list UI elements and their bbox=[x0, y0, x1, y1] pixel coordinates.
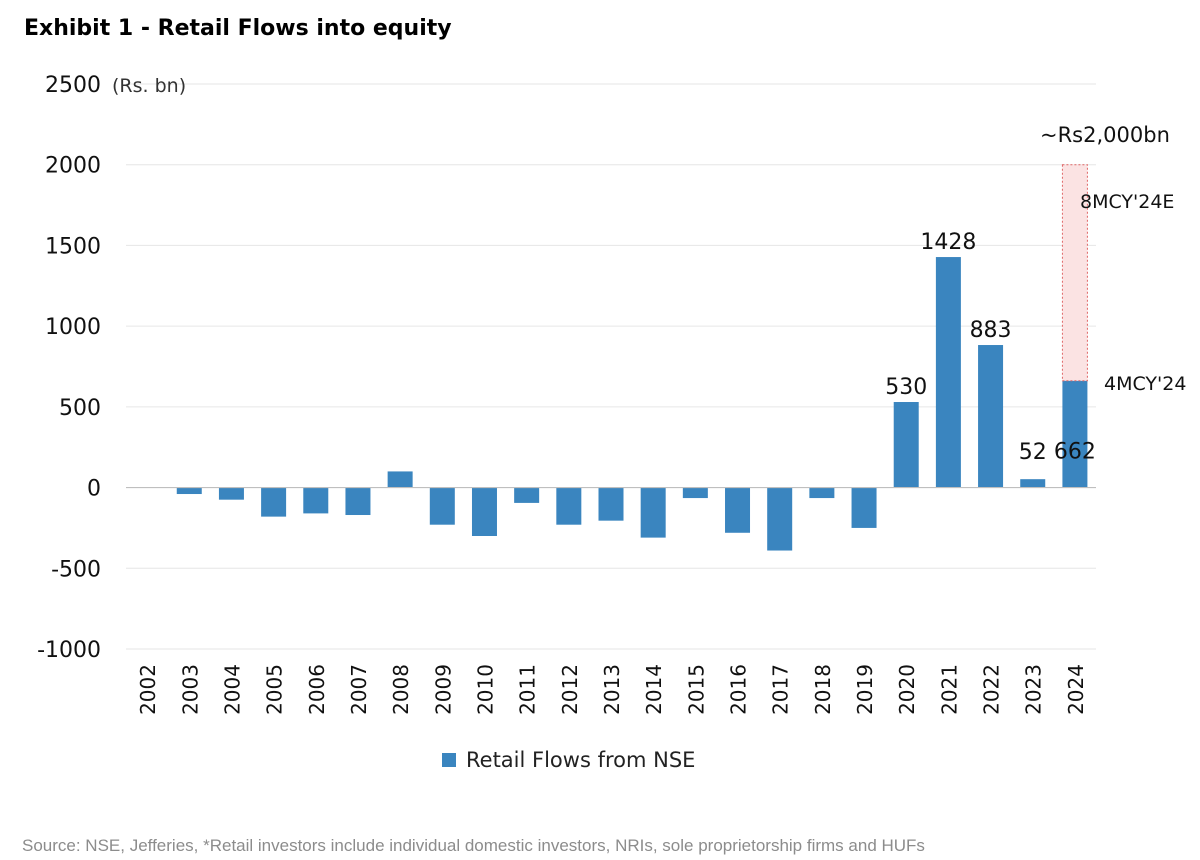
y-unit-label: (Rs. bn) bbox=[112, 75, 186, 97]
bar-2011 bbox=[514, 487, 540, 503]
bar-2012 bbox=[556, 487, 582, 525]
bars bbox=[176, 257, 1088, 551]
x-tick-label: 2003 bbox=[178, 664, 202, 715]
x-tick-label: 2018 bbox=[811, 664, 835, 715]
x-tick-label: 2009 bbox=[431, 664, 455, 715]
x-tick-label: 2013 bbox=[600, 664, 624, 715]
x-tick-label: 2011 bbox=[516, 664, 540, 715]
x-tick-label: 2020 bbox=[895, 664, 919, 715]
y-tick-label: 1000 bbox=[45, 315, 101, 340]
bar-2010 bbox=[471, 487, 497, 536]
bar-2014 bbox=[640, 487, 666, 538]
bar-2016 bbox=[725, 487, 751, 533]
bar-2024 bbox=[1062, 380, 1088, 488]
data-label-2021: 1428 bbox=[920, 230, 976, 255]
x-tick-label: 2017 bbox=[769, 664, 793, 715]
x-tick-label: 2012 bbox=[558, 664, 582, 715]
bar-2009 bbox=[429, 487, 455, 525]
x-axis-ticks: 2002 2003 2004 2005 2006 2007 2008 2009 2010 2011… bbox=[136, 664, 1088, 715]
bar-2008 bbox=[387, 471, 413, 488]
data-label-2020: 530 bbox=[885, 375, 927, 400]
bar-2019 bbox=[851, 487, 877, 528]
x-tick-label: 2022 bbox=[980, 664, 1004, 715]
y-axis-ticks: 2500 2000 1500 1000 500 0 -500 -1000 bbox=[37, 73, 101, 663]
x-tick-label: 2021 bbox=[937, 664, 961, 715]
actual-period-label: 4MCY'24 bbox=[1104, 373, 1186, 395]
x-tick-label: 2016 bbox=[727, 664, 751, 715]
bar-2007 bbox=[345, 487, 371, 516]
bar-2003 bbox=[176, 487, 202, 495]
bar-2022 bbox=[978, 345, 1004, 488]
bar-2015 bbox=[682, 487, 708, 499]
data-label-2023: 52 bbox=[1019, 440, 1047, 465]
bar-2017 bbox=[767, 487, 793, 551]
bar-2004 bbox=[218, 487, 244, 500]
bar-2020 bbox=[893, 402, 919, 488]
x-tick-label: 2006 bbox=[305, 664, 329, 715]
data-label-2022: 883 bbox=[970, 318, 1012, 343]
y-tick-label: 0 bbox=[87, 477, 101, 502]
x-tick-label: 2024 bbox=[1064, 664, 1088, 715]
legend-swatch bbox=[442, 753, 456, 767]
bar-2023 bbox=[1020, 479, 1046, 488]
x-tick-label: 2010 bbox=[473, 664, 497, 715]
chart-title: Exhibit 1 - Retail Flows into equity bbox=[24, 16, 452, 41]
x-tick-label: 2005 bbox=[263, 664, 287, 715]
y-tick-label: 2500 bbox=[45, 73, 101, 98]
legend: Retail Flows from NSE bbox=[442, 748, 695, 772]
bar-2005 bbox=[261, 487, 287, 517]
x-tick-label: 2002 bbox=[136, 664, 160, 715]
legend-label: Retail Flows from NSE bbox=[466, 748, 696, 772]
gridlines bbox=[126, 83, 1096, 650]
source-note: Source: NSE, Jefferies, *Retail investor… bbox=[22, 836, 925, 855]
x-tick-label: 2008 bbox=[389, 664, 413, 715]
x-tick-label: 2014 bbox=[642, 664, 666, 715]
x-tick-label: 2004 bbox=[220, 664, 244, 715]
x-tick-label: 2023 bbox=[1022, 664, 1046, 715]
y-tick-label: -1000 bbox=[37, 638, 101, 663]
estimate-period-label: 8MCY'24E bbox=[1080, 191, 1174, 213]
y-tick-label: 2000 bbox=[45, 154, 101, 179]
estimate-bar bbox=[1061, 164, 1088, 382]
x-tick-label: 2007 bbox=[347, 664, 371, 715]
estimate-annotation: ~Rs2,000bn 8MCY'24E 4MCY'24 bbox=[1040, 123, 1186, 395]
estimate-total-label: ~Rs2,000bn bbox=[1040, 123, 1170, 147]
y-tick-label: -500 bbox=[51, 557, 101, 582]
bar-2018 bbox=[809, 487, 835, 499]
x-tick-label: 2019 bbox=[853, 664, 877, 715]
data-label-2024: 662 bbox=[1054, 440, 1096, 465]
y-tick-label: 500 bbox=[59, 396, 101, 421]
bar-2021 bbox=[935, 257, 961, 488]
bar-2013 bbox=[598, 487, 624, 521]
bar-2006 bbox=[303, 487, 329, 514]
y-tick-label: 1500 bbox=[45, 234, 101, 259]
x-tick-label: 2015 bbox=[684, 664, 708, 715]
data-labels: 530 1428 883 52 662 bbox=[885, 230, 1096, 465]
